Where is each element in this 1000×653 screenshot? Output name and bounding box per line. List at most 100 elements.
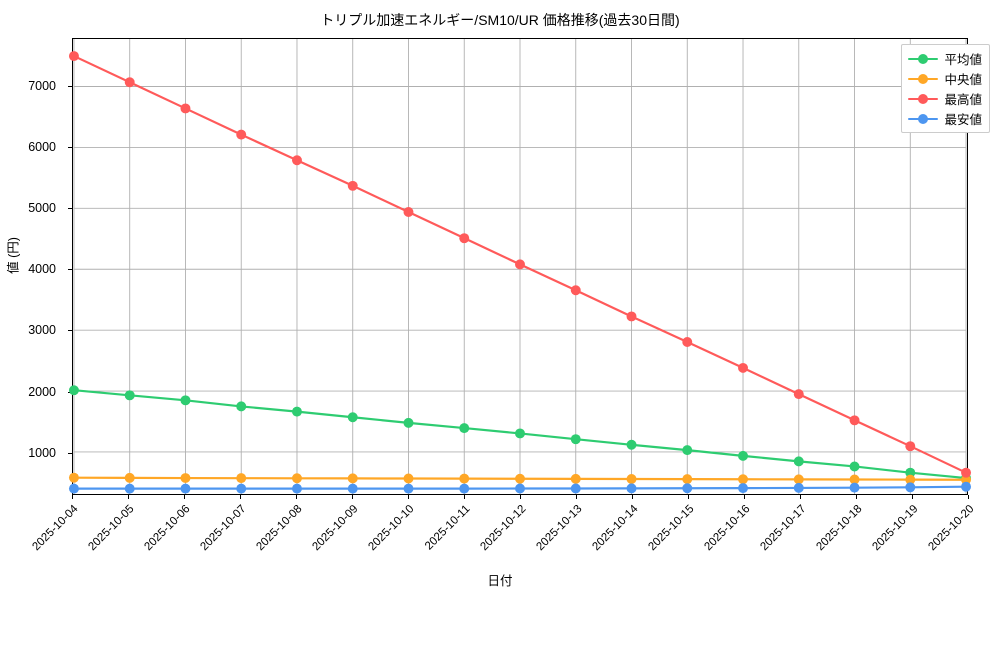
data-series-layer	[68, 51, 972, 494]
y-tick-label: 1000	[28, 445, 56, 460]
y-tick-label: 3000	[28, 323, 56, 338]
y-tick-mark	[68, 269, 72, 271]
data-point	[961, 467, 972, 478]
data-point	[68, 483, 79, 494]
data-point	[292, 155, 302, 166]
x-tick-mark	[352, 495, 353, 499]
data-point	[236, 401, 247, 412]
data-point	[124, 390, 135, 401]
series-3	[68, 51, 972, 478]
data-point	[626, 311, 637, 322]
data-point	[180, 483, 191, 494]
data-point	[180, 473, 191, 484]
x-tick-mark	[520, 495, 521, 499]
x-axis-label: 日付	[487, 574, 513, 588]
x-tick-mark	[856, 495, 857, 499]
legend-label: 中央値	[944, 73, 982, 87]
legend-item-2[interactable]: 中央値	[908, 70, 982, 87]
legend-item-4[interactable]: 最安値	[908, 110, 982, 127]
data-point	[793, 474, 804, 485]
data-point	[236, 473, 247, 484]
y-axis-label: 値 (円)	[6, 237, 21, 274]
chart-figure: トリプル加速エネルギー/SM10/UR 価格推移(過去30日間) 1000 200…	[0, 12, 990, 588]
plot-area	[68, 38, 972, 495]
y-tick-mark	[68, 85, 72, 87]
x-tick-mark	[240, 495, 241, 499]
y-tick-label: 6000	[28, 139, 56, 154]
data-point	[849, 482, 860, 493]
y-tick-label: 7000	[28, 78, 56, 93]
series-2	[68, 472, 972, 485]
data-point	[682, 483, 693, 494]
data-point	[403, 207, 414, 217]
data-point	[849, 415, 860, 426]
x-tick-mark	[688, 495, 689, 499]
data-point	[459, 233, 470, 244]
data-point	[347, 412, 358, 423]
x-tick-mark	[408, 495, 409, 499]
legend-item-1[interactable]: 平均値	[908, 50, 982, 67]
data-point	[626, 439, 637, 450]
data-point	[68, 385, 79, 396]
legend-marker-icon	[908, 53, 939, 65]
y-axis-tick-labels: 1000 2000 3000 4000 5000 6000 7000	[0, 38, 64, 495]
data-point	[570, 285, 581, 296]
data-point	[905, 482, 916, 493]
x-tick-mark	[128, 495, 129, 499]
data-point	[403, 473, 414, 484]
data-point	[459, 473, 470, 484]
data-point	[124, 77, 135, 88]
legend-label: 最高値	[944, 93, 982, 107]
x-axis-tick-labels: 2025-10-04 2025-10-05 2025-10-06 2025-10-07…	[30, 503, 976, 553]
data-point	[682, 337, 693, 348]
x-tick-mark	[968, 495, 969, 499]
data-point	[180, 103, 191, 114]
y-tick-label: 5000	[28, 201, 56, 216]
data-point	[403, 483, 414, 494]
data-point	[849, 461, 860, 472]
data-point	[738, 483, 748, 494]
y-tick-mark	[68, 330, 72, 332]
data-point	[905, 474, 916, 485]
data-point	[793, 456, 804, 467]
legend-dot	[918, 93, 929, 104]
x-tick-mark	[632, 495, 633, 499]
x-tick-mark	[72, 495, 73, 499]
legend-label: 平均値	[944, 53, 982, 67]
legend-dot	[918, 53, 929, 64]
data-point	[738, 450, 748, 461]
x-tick-mark	[464, 495, 465, 499]
data-point	[124, 483, 135, 494]
legend-marker-icon	[908, 113, 939, 125]
data-point	[961, 481, 972, 492]
legend-marker-icon	[908, 73, 939, 85]
data-point	[570, 473, 581, 484]
y-tick-mark	[68, 452, 72, 454]
data-point	[793, 389, 804, 400]
data-point	[849, 474, 860, 485]
data-point	[236, 483, 247, 494]
series-4	[68, 481, 972, 494]
legend-marker-icon	[908, 93, 939, 105]
data-point	[68, 51, 79, 62]
data-point	[570, 483, 581, 494]
data-point	[515, 483, 525, 494]
data-point	[682, 474, 693, 485]
data-point	[905, 441, 916, 452]
chart-legend[interactable]: 平均値中央値最高値最安値	[901, 44, 990, 133]
data-point	[682, 445, 693, 456]
data-point	[347, 483, 358, 494]
y-tick-label: 4000	[28, 262, 56, 277]
data-point	[738, 362, 748, 373]
page-title: トリプル加速エネルギー/SM10/UR 価格推移(過去30日間)	[320, 12, 680, 28]
data-point	[961, 474, 972, 485]
data-point	[459, 483, 470, 494]
y-tick-label: 2000	[28, 384, 56, 399]
legend-item-3[interactable]: 最高値	[908, 90, 982, 107]
x-tick-mark	[576, 495, 577, 499]
data-point	[905, 467, 916, 478]
data-point	[124, 472, 135, 483]
x-tick-mark	[184, 495, 185, 499]
data-point	[626, 474, 637, 484]
data-point	[292, 406, 302, 417]
